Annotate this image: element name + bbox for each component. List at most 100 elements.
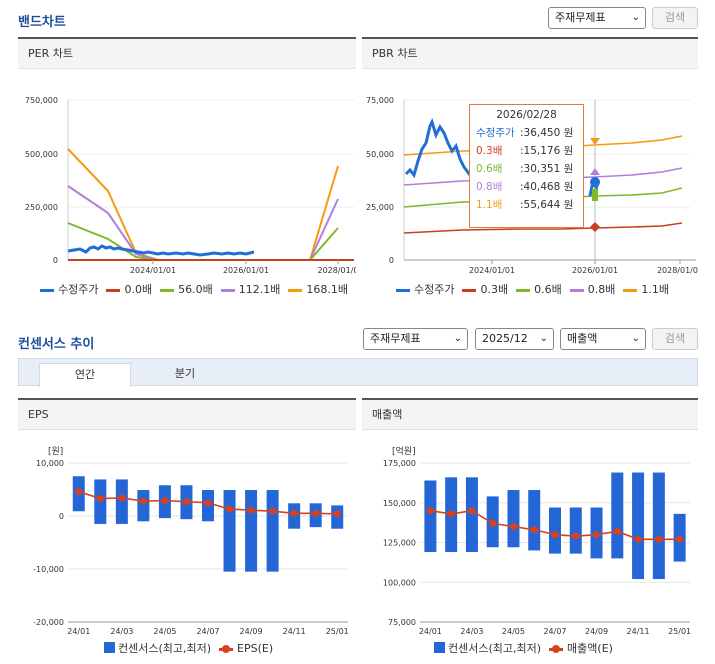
- sales-estimate-point[interactable]: [447, 510, 455, 518]
- eps-estimate-point[interactable]: [226, 505, 234, 513]
- consensus-search-button[interactable]: 검색: [652, 328, 698, 350]
- legend-label: EPS(E): [237, 642, 274, 655]
- consensus-statement-select[interactable]: 주재무제표 ⌄: [363, 328, 468, 350]
- band-search-button[interactable]: 검색: [652, 7, 698, 29]
- legend-item[interactable]: 0.6배: [516, 281, 562, 297]
- legend-swatch: [106, 288, 121, 292]
- per-y-tick-label: 750,000: [25, 96, 58, 105]
- sales-estimate-point[interactable]: [551, 531, 559, 539]
- eps-consensus-bar[interactable]: [223, 490, 236, 572]
- legend-swatch: [220, 288, 235, 292]
- sales-consensus-bar[interactable]: [549, 507, 561, 554]
- sales-x-tick-label: 24/07: [543, 627, 566, 636]
- eps-y-tick-label: 10,000: [36, 459, 64, 468]
- eps-consensus-bar[interactable]: [115, 479, 128, 524]
- legend-swatch: [569, 288, 584, 292]
- eps-estimate-point[interactable]: [118, 494, 126, 502]
- pbr-marker-0-8: [590, 168, 600, 175]
- sales-consensus-bar[interactable]: [507, 490, 520, 548]
- legend-item[interactable]: 수정주가: [40, 281, 98, 297]
- eps-consensus-bar[interactable]: [245, 490, 258, 572]
- eps-estimate-point[interactable]: [269, 507, 277, 515]
- sales-y-tick-label: 175,000: [383, 459, 416, 468]
- sales-legend: 컨센서스(최고,최저) 매출액(E): [434, 640, 621, 656]
- legend-label: 168.1배: [306, 283, 348, 296]
- eps-estimate-point[interactable]: [182, 498, 190, 506]
- legend-swatch: [516, 288, 531, 292]
- eps-estimate-point[interactable]: [247, 506, 255, 514]
- eps-consensus-bar[interactable]: [137, 490, 150, 522]
- eps-estimate-point[interactable]: [161, 497, 169, 505]
- eps-x-tick-label: 24/01: [67, 627, 90, 636]
- legend-item[interactable]: 0.3배: [462, 281, 508, 297]
- per-x-tick-label: 2028/01/0: [317, 266, 356, 275]
- sales-estimate-point[interactable]: [572, 532, 580, 540]
- legend-swatch: [288, 288, 303, 292]
- consensus-tabs: 연간 분기: [18, 358, 698, 387]
- sales-estimate-point[interactable]: [655, 535, 663, 543]
- tooltip-row-value: :30,351 원: [520, 163, 574, 175]
- pbr-marker-0-6: [592, 189, 598, 201]
- sales-estimate-point[interactable]: [613, 527, 621, 535]
- eps-estimate-point[interactable]: [139, 497, 147, 505]
- sales-estimate-point[interactable]: [509, 523, 517, 531]
- eps-estimate-point[interactable]: [96, 495, 104, 503]
- consensus-metric-select[interactable]: 매출액 ⌄: [560, 328, 646, 350]
- legend-label: 컨센서스(최고,최저): [118, 642, 212, 655]
- sales-consensus-bar[interactable]: [528, 490, 541, 551]
- sales-estimate-point[interactable]: [426, 507, 434, 515]
- eps-estimate-point[interactable]: [75, 488, 83, 496]
- legend-item[interactable]: 수정주가: [396, 281, 454, 297]
- sales-estimate-point[interactable]: [489, 519, 497, 527]
- legend-item[interactable]: 0.8배: [569, 281, 615, 297]
- legend-swatch: [462, 288, 477, 292]
- legend-item[interactable]: 112.1배: [220, 281, 281, 297]
- consensus-period-select[interactable]: 2025/12 ⌄: [475, 328, 554, 350]
- sales-estimate-point[interactable]: [593, 531, 601, 539]
- pbr-chart-title: PBR 차트: [362, 39, 698, 69]
- sales-consensus-bar[interactable]: [611, 472, 624, 559]
- legend-swatch: [160, 288, 175, 292]
- legend-item[interactable]: 매출액(E): [549, 640, 613, 656]
- tab-annual[interactable]: 연간: [39, 363, 131, 387]
- sales-y-tick-label: 150,000: [383, 499, 416, 508]
- legend-label: 0.0배: [124, 283, 153, 296]
- legend-label: 수정주가: [58, 283, 99, 296]
- legend-label: 컨센서스(최고,최저): [448, 642, 542, 655]
- legend-item[interactable]: 0.0배: [106, 281, 152, 297]
- per-chart-svg: 750,000 500,000 250,000 0 2024/01/01 2026/01…: [25, 96, 356, 275]
- legend-item[interactable]: EPS(E): [219, 642, 273, 655]
- band-statement-select[interactable]: 주재무제표 ⌄: [548, 7, 646, 29]
- sales-consensus-bar[interactable]: [632, 472, 645, 580]
- tooltip-row-value: :15,176 원: [520, 145, 574, 157]
- eps-chart-panel: EPS [원] 10,000 0 -10,000 -20,000 24/01 24/03…: [18, 398, 356, 660]
- eps-estimate-point[interactable]: [290, 509, 298, 517]
- legend-swatch: [623, 288, 638, 292]
- legend-swatch: [434, 642, 445, 653]
- sales-consensus-bar[interactable]: [569, 507, 582, 554]
- legend-item[interactable]: 56.0배: [160, 281, 213, 297]
- sales-estimate-point[interactable]: [676, 535, 684, 543]
- sales-y-tick-label: 75,000: [388, 618, 416, 627]
- legend-label: 112.1배: [238, 283, 281, 296]
- sales-consensus-bar[interactable]: [652, 472, 665, 580]
- tab-quarterly[interactable]: 분기: [174, 367, 196, 380]
- eps-estimate-point[interactable]: [204, 499, 212, 507]
- tooltip-row-label: 0.8배: [476, 181, 503, 193]
- legend-item[interactable]: 컨센서스(최고,최저): [434, 640, 541, 656]
- legend-item[interactable]: 컨센서스(최고,최저): [104, 640, 211, 656]
- sales-estimate-point[interactable]: [468, 507, 476, 515]
- sales-y-tick-label: 125,000: [383, 539, 416, 548]
- sales-estimate-point[interactable]: [530, 526, 538, 534]
- sales-consensus-bar[interactable]: [465, 477, 478, 553]
- legend-item[interactable]: 1.1배: [623, 281, 669, 297]
- eps-estimate-point[interactable]: [312, 509, 320, 517]
- sales-estimate-point[interactable]: [634, 535, 642, 543]
- eps-chart-title: EPS: [18, 400, 356, 430]
- legend-item[interactable]: 168.1배: [288, 281, 348, 297]
- tooltip-row-label: 1.1배: [476, 199, 503, 211]
- sales-consensus-bar[interactable]: [424, 480, 437, 553]
- eps-consensus-bar[interactable]: [266, 490, 279, 572]
- eps-x-tick-label: 24/09: [240, 627, 263, 636]
- eps-estimate-point[interactable]: [333, 510, 341, 518]
